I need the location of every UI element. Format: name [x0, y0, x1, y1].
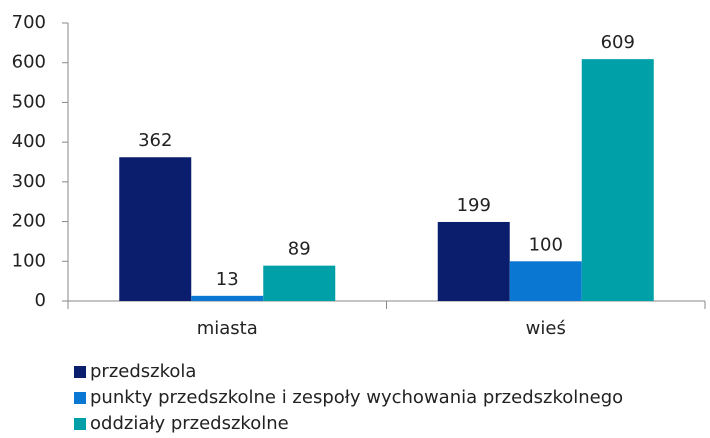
- data-label: 13: [216, 269, 239, 290]
- bar: [509, 261, 582, 301]
- legend-swatch: [74, 366, 86, 378]
- y-tick-label: 400: [12, 131, 46, 152]
- y-tick-label: 300: [12, 171, 46, 192]
- x-tick-label: wieś: [526, 318, 566, 339]
- y-tick-label: 200: [12, 211, 46, 232]
- bar: [581, 59, 654, 301]
- y-tick-label: 600: [12, 52, 46, 73]
- x-tick-label: miasta: [197, 318, 258, 339]
- legend-swatch: [74, 418, 86, 430]
- bar: [437, 221, 510, 301]
- data-label: 89: [288, 239, 311, 260]
- data-label: 100: [529, 234, 563, 255]
- data-label: 362: [138, 130, 172, 151]
- data-label: 199: [457, 195, 491, 216]
- data-label: 609: [601, 32, 635, 53]
- y-tick-label: 0: [35, 290, 46, 311]
- y-tick-label: 700: [12, 12, 46, 33]
- bar: [263, 265, 336, 301]
- bar: [119, 157, 192, 301]
- legend-label: przedszkola: [90, 361, 196, 382]
- legend-label: punkty przedszkolne i zespoły wychowania…: [90, 387, 623, 408]
- y-tick-label: 500: [12, 91, 46, 112]
- bar: [191, 295, 264, 301]
- legend-swatch: [74, 392, 86, 404]
- legend-label: oddziały przedszkolne: [90, 413, 289, 434]
- y-tick-label: 100: [12, 250, 46, 271]
